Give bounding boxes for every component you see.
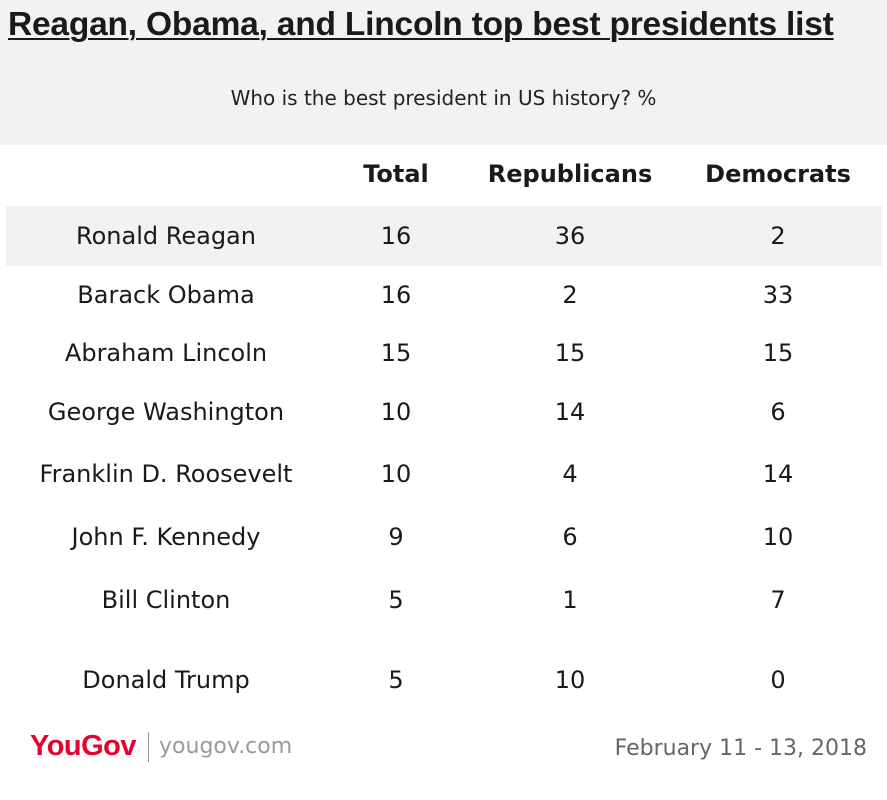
chart-subtitle: Who is the best president in US history?… [230,86,657,110]
chart-title: Reagan, Obama, and Lincoln top best pres… [8,6,834,43]
table-cell: 14 [554,398,586,426]
table-row: George Washington 10 14 6 [6,382,882,442]
table-cell: 10 [762,523,794,551]
president-name: John F. Kennedy [71,523,261,551]
president-name: George Washington [47,398,285,426]
site-url: yougov.com [159,734,293,759]
president-name: Ronald Reagan [76,222,256,250]
president-name: Abraham Lincoln [64,339,268,367]
table-body: Ronald Reagan 16 36 2 Barack Obama 16 2 33 Abrah… [6,206,882,720]
table-row: Ronald Reagan 16 36 2 [6,206,882,266]
table-cell: 10 [380,398,412,426]
table-cell: 0 [770,666,786,694]
president-name: Bill Clinton [101,586,231,614]
table-cell: 1 [562,586,578,614]
table-cell: 5 [388,666,404,694]
results-table: Total Republicans Democrats Ronald Reagan 1… [6,150,882,720]
footer-branding: YouGov yougov.com [30,730,292,763]
column-header: Republicans [487,160,653,188]
table-row: Bill Clinton 5 1 7 [6,568,882,632]
table-cell: 10 [554,666,586,694]
table-header-row: Total Republicans Democrats [6,150,882,206]
table-row: Abraham Lincoln 15 15 15 [6,324,882,382]
table-cell: 10 [380,460,412,488]
table-cell: 16 [380,281,412,309]
table-cell: 7 [770,586,786,614]
table-cell: 4 [562,460,578,488]
yougov-logo: YouGov [30,730,137,762]
table-cell: 15 [380,339,412,367]
table-cell: 6 [562,523,578,551]
table-row: Barack Obama 16 2 33 [6,266,882,324]
column-header: Democrats [705,160,851,188]
table-cell: 2 [562,281,578,309]
logo-divider [148,731,150,762]
president-name: Donald Trump [82,666,250,694]
table-cell: 14 [762,460,794,488]
president-name: Franklin D. Roosevelt [39,460,293,488]
table-cell: 15 [554,339,586,367]
table-cell: 36 [554,222,586,250]
president-name: Barack Obama [77,281,255,309]
table-row: Franklin D. Roosevelt 10 4 14 [6,442,882,506]
table-cell: 16 [380,222,412,250]
table-cell: 33 [762,281,794,309]
table-row: Donald Trump 5 10 0 [6,640,882,720]
table-cell: 9 [388,523,404,551]
survey-date: February 11 - 13, 2018 [614,736,867,761]
table-cell: 2 [770,222,786,250]
table-cell: 5 [388,586,404,614]
table-cell: 6 [770,398,786,426]
column-header: Total [363,160,429,188]
table-row: John F. Kennedy 9 6 10 [6,506,882,568]
table-cell: 15 [762,339,794,367]
title-band [0,0,887,145]
